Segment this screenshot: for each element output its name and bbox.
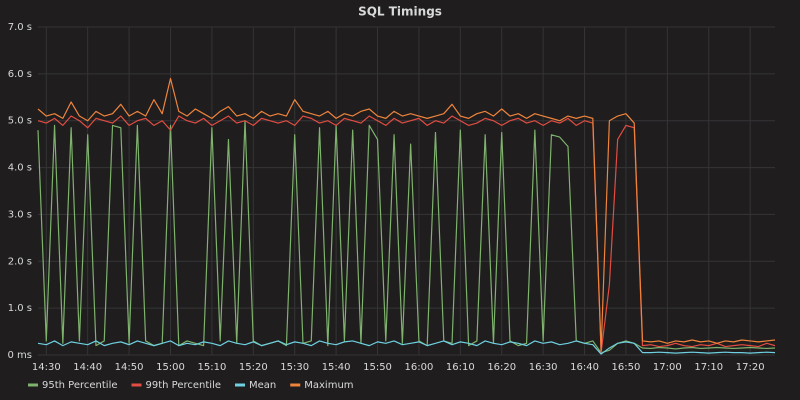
legend-label: 95th Percentile bbox=[42, 380, 118, 391]
x-tick-label: 15:50 bbox=[363, 362, 392, 373]
x-tick-label: 16:10 bbox=[446, 362, 475, 373]
x-tick-label: 15:00 bbox=[156, 362, 185, 373]
x-tick-label: 15:30 bbox=[280, 362, 309, 373]
series-line bbox=[37, 77, 776, 351]
x-tick-label: 16:30 bbox=[529, 362, 558, 373]
y-tick-label: 0 ms bbox=[8, 350, 33, 361]
series-line bbox=[37, 340, 776, 355]
x-tick-label: 15:40 bbox=[322, 362, 351, 373]
legend-label: Mean bbox=[249, 380, 276, 391]
x-tick-label: 15:20 bbox=[239, 362, 268, 373]
y-tick-label: 4.0 s bbox=[8, 163, 32, 174]
x-tick-label: 16:00 bbox=[405, 362, 434, 373]
chart-title: SQL Timings bbox=[358, 5, 442, 19]
y-tick-label: 5.0 s bbox=[8, 116, 32, 127]
y-tick-label: 1.0 s bbox=[8, 303, 32, 314]
x-tick-label: 17:20 bbox=[736, 362, 765, 373]
y-tick-label: 2.0 s bbox=[8, 256, 32, 267]
y-tick-label: 7.0 s bbox=[8, 22, 32, 33]
y-tick-label: 3.0 s bbox=[8, 209, 32, 220]
x-tick-label: 14:40 bbox=[73, 362, 102, 373]
x-tick-label: 14:50 bbox=[115, 362, 144, 373]
x-tick-label: 17:10 bbox=[694, 362, 723, 373]
legend-label: 99th Percentile bbox=[146, 380, 222, 391]
x-tick-label: 17:00 bbox=[653, 362, 682, 373]
y-tick-label: 6.0 s bbox=[8, 69, 32, 80]
x-tick-label: 15:10 bbox=[197, 362, 226, 373]
x-tick-label: 16:20 bbox=[487, 362, 516, 373]
x-tick-label: 16:50 bbox=[612, 362, 641, 373]
x-tick-label: 14:30 bbox=[32, 362, 61, 373]
x-tick-label: 16:40 bbox=[570, 362, 599, 373]
series-line bbox=[37, 115, 776, 354]
legend-label: Maximum bbox=[304, 380, 353, 391]
